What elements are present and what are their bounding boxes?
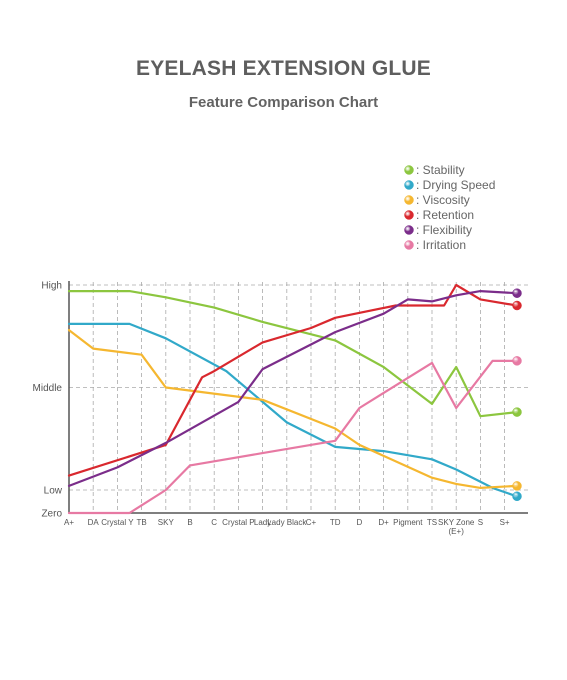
- x-tick-label: Lady Black: [267, 518, 307, 527]
- x-tick-label: TD: [330, 518, 341, 527]
- end-marker-3: [512, 481, 522, 491]
- legend-swatch-4: [404, 210, 414, 220]
- x-tick-label: A+: [64, 518, 74, 527]
- end-marker-6: [512, 356, 522, 366]
- series-lines: [67, 283, 518, 515]
- x-tick-label: TB: [136, 518, 146, 527]
- x-tick-label: Crystal P: [222, 518, 254, 527]
- legend-label-4: : Retention: [416, 208, 474, 222]
- grid: [68, 282, 528, 513]
- legend-label-1: : Stability: [416, 163, 465, 177]
- legend-label-2: : Drying Speed: [416, 178, 495, 192]
- legend-label-6: : Irritation: [416, 238, 466, 252]
- series-line-4: [67, 283, 518, 477]
- series-line-5: [67, 290, 518, 487]
- x-tick-label: B: [187, 518, 192, 527]
- y-tick-label: High: [41, 281, 62, 292]
- legend-swatch-6: [404, 240, 414, 250]
- x-tick-label: D: [357, 518, 363, 527]
- y-tick-label: Zero: [41, 509, 62, 520]
- end-marker-1: [512, 407, 522, 417]
- series-line-6: [67, 359, 518, 515]
- legend-label-5: : Flexibility: [416, 223, 472, 237]
- legend-swatch-1: [404, 165, 414, 175]
- end-markers: [512, 288, 522, 502]
- x-tick-label: SKY Zone: [438, 518, 475, 527]
- x-tick-label: Pigment: [393, 518, 423, 527]
- legend-swatch-3: [404, 195, 414, 205]
- series-line-1: [67, 290, 518, 418]
- x-tick-label: S+: [500, 518, 510, 527]
- axes: [68, 281, 528, 514]
- legend-swatch-2: [404, 180, 414, 190]
- y-tick-label: Low: [44, 486, 63, 497]
- end-marker-2: [512, 491, 522, 502]
- x-tick-label: SKY: [158, 518, 175, 527]
- chart-subtitle: Feature Comparison Chart: [188, 94, 379, 111]
- x-tick-label: TS: [427, 518, 437, 527]
- x-tick-sublabel: (E+): [449, 527, 465, 536]
- y-tick-label: Middle: [33, 383, 63, 394]
- x-tick-label: C: [211, 518, 217, 527]
- legend-label-3: : Viscosity: [416, 193, 470, 207]
- x-tick-label: S: [478, 518, 483, 527]
- chart-title: EYELASH EXTENSION GLUE: [136, 57, 431, 80]
- x-tick-label: DA: [88, 518, 100, 527]
- x-tick-label: Crystal Y: [101, 518, 134, 527]
- legend-swatch-5: [404, 225, 414, 235]
- series-line-3: [67, 329, 518, 489]
- end-marker-5: [512, 288, 522, 298]
- series-line-2: [67, 322, 518, 498]
- x-tick-label: Lady: [254, 518, 271, 527]
- y-axis-labels: High Middle Low Zero: [33, 281, 63, 520]
- x-tick-label: D+: [378, 518, 389, 527]
- end-marker-4: [512, 300, 522, 311]
- legend: : Stability: Drying Speed: Viscosity: Re…: [404, 163, 495, 252]
- x-tick-label: C+: [306, 518, 317, 527]
